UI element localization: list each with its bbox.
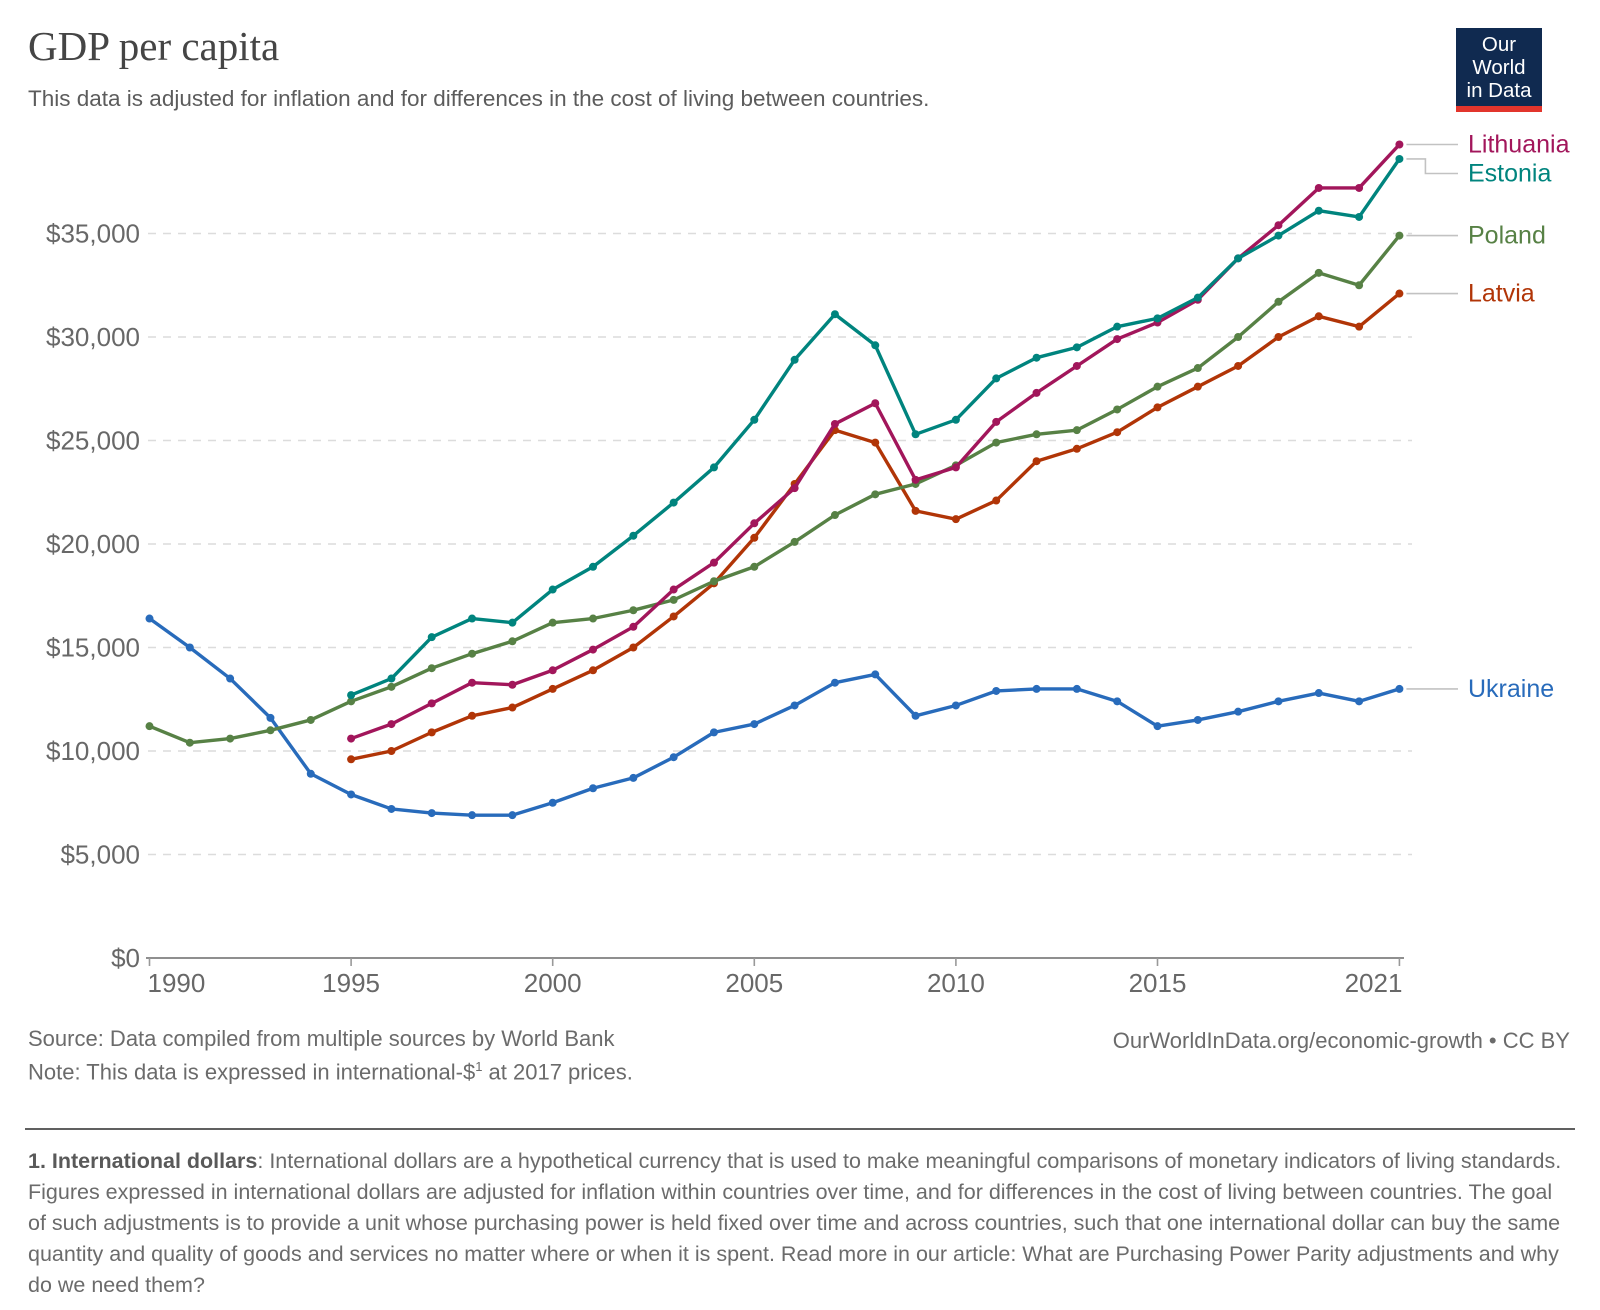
y-axis-label: $5,000	[60, 840, 140, 870]
attribution-separator: •	[1482, 1028, 1503, 1053]
x-axis-label: 2010	[927, 968, 985, 998]
y-axis-label: $15,000	[46, 633, 140, 663]
x-axis-label: 2000	[524, 968, 582, 998]
y-axis-label: $25,000	[46, 426, 140, 456]
owid-link[interactable]: OurWorldInData.org/economic-growth	[1112, 1028, 1483, 1053]
logo-line1: Our World	[1472, 33, 1526, 79]
y-axis-label: $35,000	[46, 219, 140, 249]
x-axis-label: 2015	[1129, 968, 1187, 998]
license-badge[interactable]: CC BY	[1502, 1028, 1570, 1053]
logo-line2: in Data	[1466, 79, 1532, 102]
note-text-suffix: at 2017 prices.	[482, 1059, 633, 1085]
y-axis-label: $20,000	[46, 529, 140, 559]
footnote: 1. International dollars: International …	[28, 1146, 1574, 1301]
attribution: OurWorldInData.org/economic-growth • CC …	[1113, 1028, 1570, 1054]
label-connector	[1406, 158, 1458, 175]
series-label-poland[interactable]: Poland	[1468, 222, 1546, 250]
y-axis-label: $10,000	[46, 736, 140, 766]
y-axis-label: $0	[111, 943, 140, 973]
x-axis-label: 2021	[1345, 968, 1403, 998]
series-line-poland[interactable]	[145, 231, 1404, 747]
chart-subtitle: This data is adjusted for inflation and …	[28, 86, 930, 111]
footnote-divider	[25, 1128, 1575, 1130]
owid-logo[interactable]: Our World in Data	[1456, 28, 1542, 112]
y-axis-label: $30,000	[46, 322, 140, 352]
footnote-ref: 1	[475, 1059, 483, 1074]
source-line: Source: Data compiled from multiple sour…	[28, 1026, 615, 1051]
series-line-ukraine[interactable]	[145, 614, 1404, 820]
series-line-latvia[interactable]	[347, 289, 1404, 764]
x-axis-label: 1995	[322, 968, 380, 998]
series-label-lithuania[interactable]: Lithuania	[1468, 130, 1570, 158]
footnote-lead: 1. International dollars	[28, 1149, 258, 1173]
gdp-line-chart: $0 $5,000 $10,000 $15,000 $20,000 $25,000 $30,…	[46, 130, 1570, 998]
note-text: Note: This data is expressed in internat…	[28, 1059, 476, 1085]
series-label-estonia[interactable]: Estonia	[1468, 159, 1551, 187]
x-axis-label: 2005	[725, 968, 783, 998]
footnote-body: : International dollars are a hypothetic…	[28, 1149, 1562, 1297]
series-line-estonia[interactable]	[347, 154, 1404, 700]
note-line: Note: This data is expressed in internat…	[28, 1059, 633, 1085]
series-label-latvia[interactable]: Latvia	[1468, 280, 1535, 308]
x-axis-label: 1990	[148, 968, 206, 998]
page-title: GDP per capita	[28, 23, 280, 69]
series-label-ukraine[interactable]: Ukraine	[1468, 675, 1554, 703]
